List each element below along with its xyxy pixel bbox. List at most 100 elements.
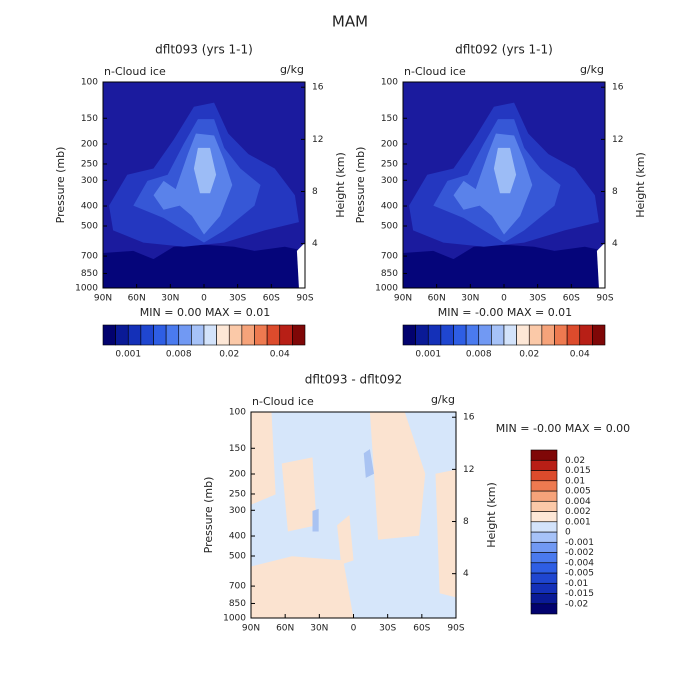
y-tick-label: 200 [81,140,98,150]
colorbar-box [530,572,558,584]
contour-fill [251,556,354,618]
colorbar-box [102,324,116,346]
colorbar-box [165,324,180,346]
colorbar-label: 0.04 [270,350,290,360]
colorbar-box [427,324,442,346]
colorbar-label: -0.002 [565,548,594,558]
colorbar-box [203,324,217,346]
contour-fill [312,508,319,532]
colorbar-box [530,459,558,471]
colorbar-box [530,593,558,605]
figure-title: MAM [332,13,368,31]
colorbar-box [216,324,230,346]
colorbar-box [402,324,416,346]
y-tick-label: 100 [229,408,246,418]
x-tick-label: 90S [596,294,613,304]
contour-fill [493,147,517,194]
colorbar-box [279,324,293,346]
stats: MIN = -0.00 MAX = 0.01 [438,306,572,319]
contour-fill [337,515,354,565]
y-tick-label: 100 [81,78,98,88]
y2-axis-label: Height (km) [634,152,647,218]
panel-title: dflt092 (yrs 1-1) [455,43,553,57]
y2-tick-label: 16 [612,83,624,93]
contour-fill [153,133,233,235]
colorbar-label: 0.02 [519,350,539,360]
y2-tick-label: 4 [312,239,318,249]
colorbar-box [530,500,558,512]
colorbar-box [140,324,154,346]
y2-tick-label: 12 [463,465,474,475]
colorbar-box [292,324,306,346]
colorbar-label: 0.01 [565,476,585,486]
colorbar-label: -0.001 [565,538,594,548]
x-tick-label: 90N [394,294,412,304]
y-tick-label: 400 [81,202,98,212]
field-name: n-Cloud ice [104,65,166,78]
colorbar-box [228,324,243,346]
x-tick-label: 90N [242,624,260,634]
colorbar-box [241,324,255,346]
y2-tick-label: 4 [463,569,469,579]
colorbar-label: 0.015 [565,466,591,476]
y-tick-label: 700 [81,252,98,262]
y-tick-label: 1000 [375,284,398,294]
colorbar-box [530,470,558,482]
x-tick-label: 0 [201,294,207,304]
colorbar-label: 0.001 [415,350,441,360]
colorbar-box [530,552,558,564]
y2-axis-label: Height (km) [485,482,498,548]
colorbar-label: -0.005 [565,569,594,579]
colorbar-label: 0.001 [115,350,141,360]
x-tick-label: 90S [296,294,313,304]
colorbar-box [554,324,568,346]
colorbar-box [254,324,268,346]
colorbar-box [530,521,558,533]
units: g/kg [431,393,455,406]
y-tick-label: 850 [381,269,398,279]
colorbar-box [528,324,543,346]
x-tick-label: 30N [461,294,479,304]
field-name: n-Cloud ice [404,65,466,78]
x-tick-label: 60N [428,294,446,304]
x-tick-label: 90S [447,624,464,634]
y-tick-label: 100 [381,78,398,88]
colorbar-box [178,324,192,346]
contour-fill [596,242,605,288]
colorbar-label: 0.04 [570,350,590,360]
y2-tick-label: 16 [463,413,475,423]
x-tick-label: 60S [263,294,280,304]
y-tick-label: 150 [81,114,98,124]
colorbar-box [115,324,129,346]
y2-tick-label: 8 [312,187,318,197]
y2-tick-label: 12 [612,135,623,145]
x-tick-label: 60N [128,294,146,304]
colorbar-box [530,562,558,574]
colorbar-box [266,324,281,346]
colorbar-box [491,324,505,346]
contour-fill [103,244,305,288]
panel-title: dflt093 - dflt092 [305,373,403,387]
contour-fill [281,457,317,532]
contour-fill [296,242,305,288]
colorbar-box [530,582,558,594]
y-axis-label: Pressure (mb) [202,477,215,554]
y-tick-label: 300 [381,176,398,186]
contour-fill [369,412,426,540]
y-tick-label: 300 [229,506,246,516]
y-tick-label: 400 [381,202,398,212]
colorbar-box [579,324,593,346]
contour-fill [251,412,276,505]
y-tick-label: 200 [229,470,246,480]
y-tick-label: 150 [229,444,246,454]
colorbar-box [530,511,558,523]
y2-axis-label: Height (km) [334,152,347,218]
x-tick-label: 0 [501,294,507,304]
colorbar-label: 0.002 [565,507,591,517]
stats: MIN = -0.00 MAX = 0.00 [496,422,630,435]
contour-fill [435,469,456,598]
colorbar-box [541,324,555,346]
x-tick-label: 30S [529,294,546,304]
x-tick-label: 0 [351,624,357,634]
